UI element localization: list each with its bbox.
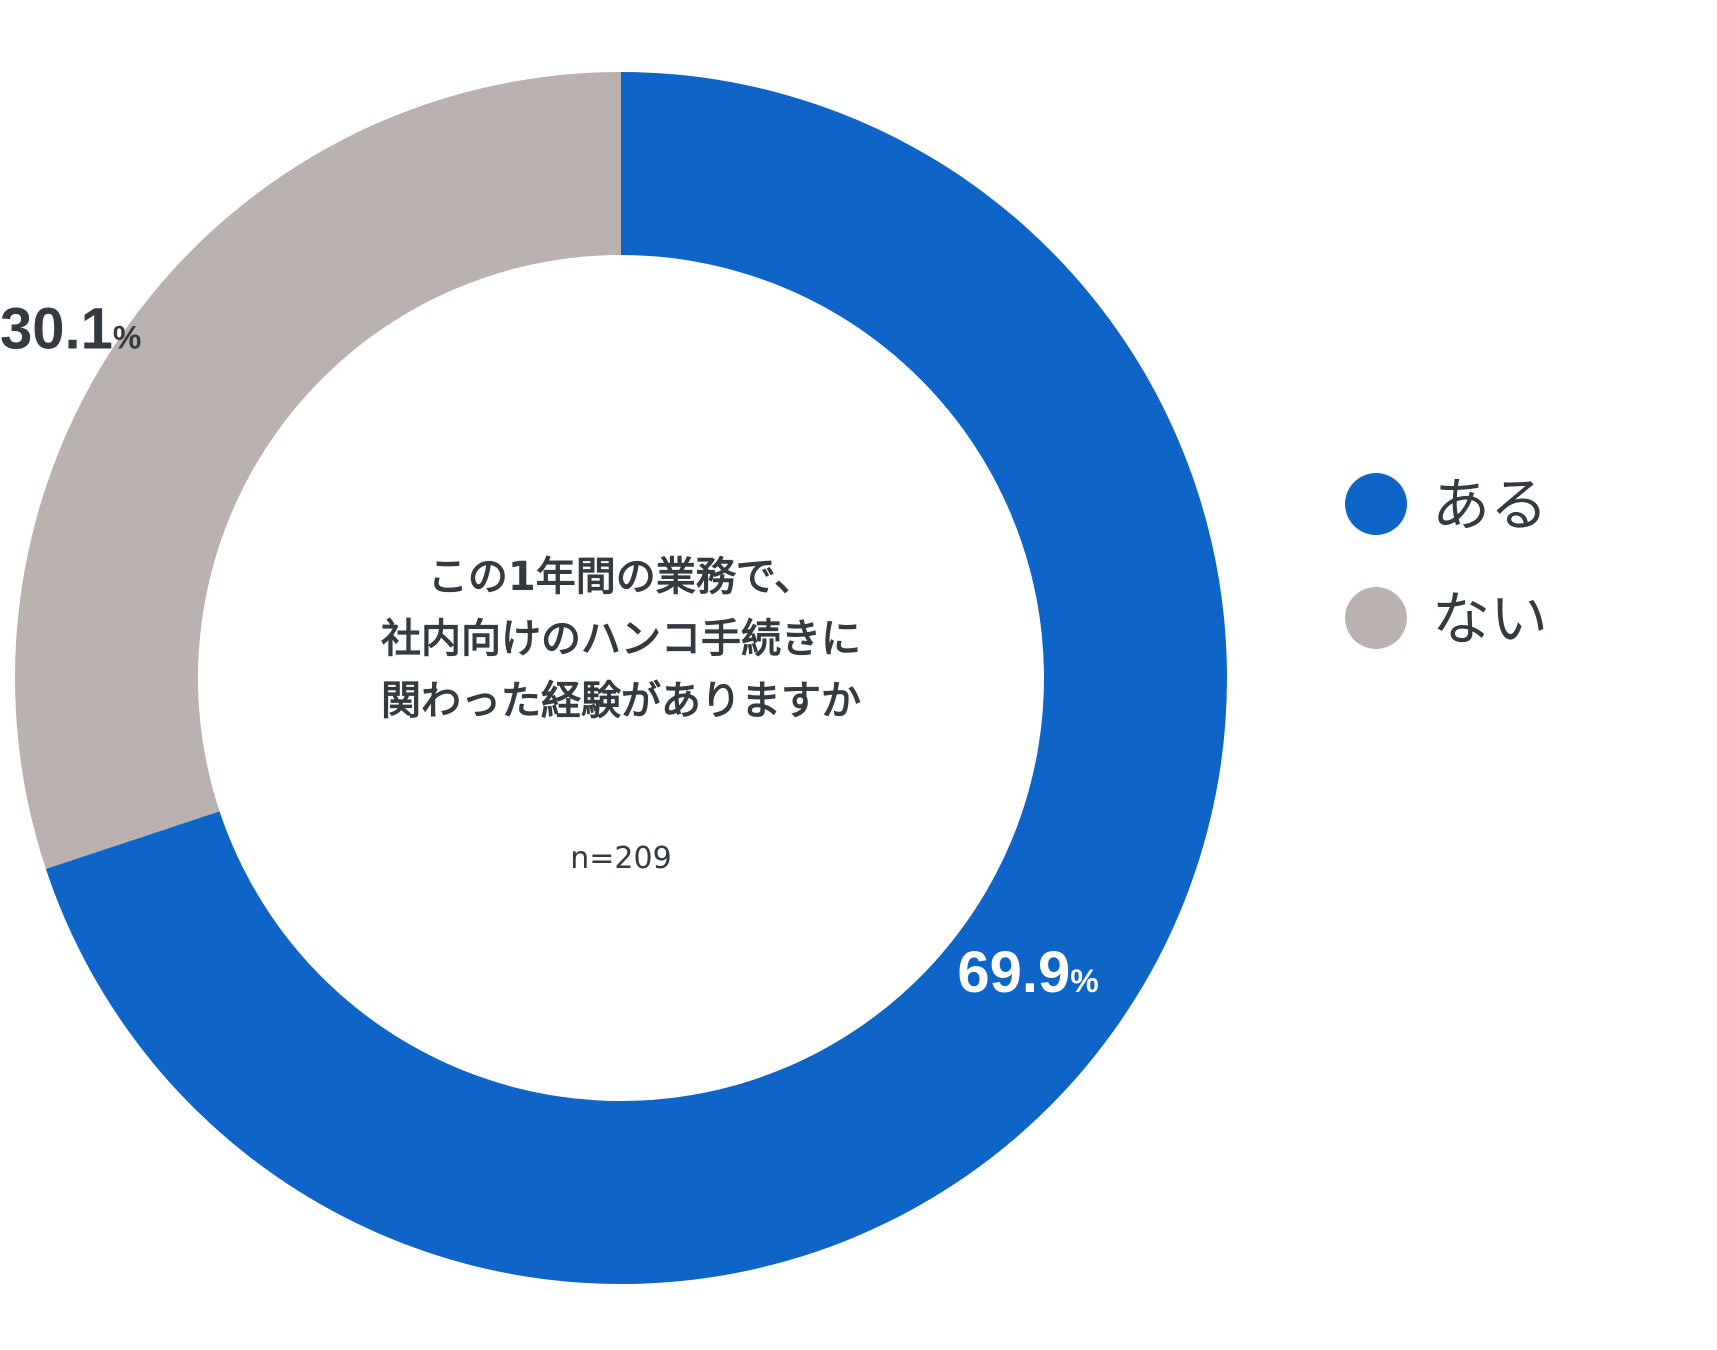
slice-value-nai: 30.1 xyxy=(0,297,113,362)
center-title-line-3: 関わった経験がありますか xyxy=(381,678,861,724)
sample-size-label: n=209 xyxy=(570,841,671,876)
slice-aru xyxy=(45,72,1227,1284)
slice-labels: 69.9%30.1% xyxy=(0,297,1099,1005)
center-text: この1年間の業務で、 社内向けのハンコ手続きに 関わった経験がありますか n=2… xyxy=(381,554,861,876)
slice-label-nai: 30.1% xyxy=(0,297,141,362)
donut-slices xyxy=(14,72,1227,1284)
legend-label-aru: ある xyxy=(1432,471,1548,539)
legend-swatch-nai xyxy=(1345,587,1407,649)
slice-label-aru: 69.9% xyxy=(957,940,1098,1005)
center-title-line-1: この1年間の業務で、 xyxy=(428,554,814,600)
slice-unit-nai: % xyxy=(113,320,141,356)
slice-unit-aru: % xyxy=(1070,963,1098,999)
slice-value-aru: 69.9 xyxy=(957,940,1070,1005)
legend-swatch-aru xyxy=(1345,473,1407,535)
legend-label-nai: ない xyxy=(1432,585,1548,653)
center-title-line-2: 社内向けのハンコ手続きに xyxy=(381,616,861,662)
legend: ある ない xyxy=(1345,471,1548,653)
slice-nai xyxy=(14,72,621,869)
